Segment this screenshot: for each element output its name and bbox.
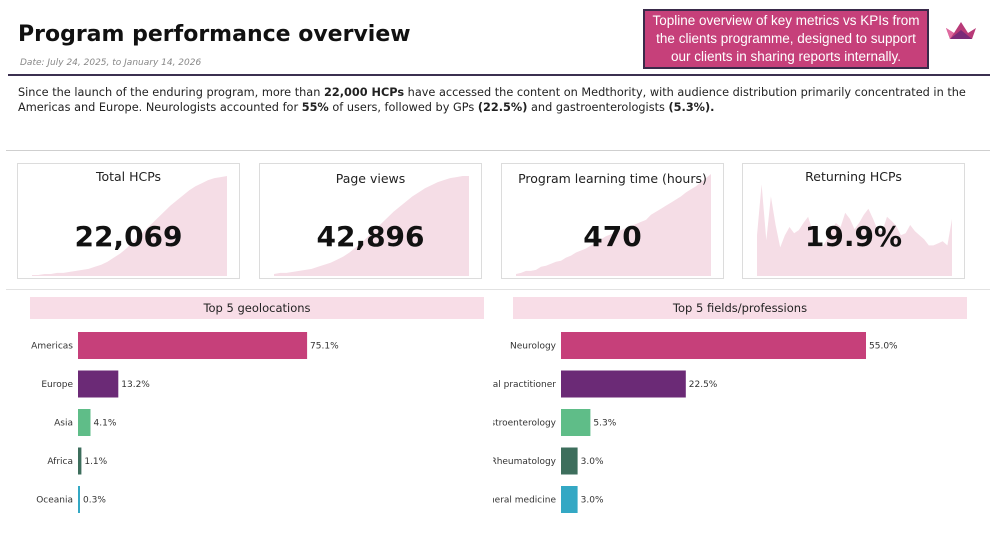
bar — [561, 332, 866, 359]
bar — [561, 370, 686, 398]
value-label: 0.3% — [83, 496, 106, 506]
bar — [561, 447, 578, 475]
crown-logo-icon — [946, 22, 976, 39]
summary-part: have accessed the content on Medthority,… — [18, 86, 966, 114]
category-label: Rheumatology — [493, 457, 557, 467]
summary-paragraph: Since the launch of the enduring program… — [18, 85, 973, 115]
bar — [78, 332, 308, 359]
bar — [78, 409, 91, 436]
sparkline-area — [516, 174, 711, 276]
summary-highlight: 55% — [301, 101, 329, 114]
category-label: Africa — [47, 457, 73, 467]
summary-part: and gastroenterologists — [527, 101, 669, 114]
section-divider — [6, 150, 990, 151]
bar — [561, 409, 591, 436]
header-divider — [8, 74, 990, 76]
kpi-label: Total HCPs — [95, 169, 162, 184]
value-label: 22.5% — [689, 380, 718, 390]
sparkline-area — [32, 176, 227, 276]
chart-title-geolocations: Top 5 geolocations — [30, 297, 484, 319]
value-label: 75.1% — [310, 342, 339, 352]
summary-part: of users, followed by GPs — [328, 101, 478, 114]
value-label: 1.1% — [84, 457, 107, 467]
kpi-sparkline — [32, 176, 227, 276]
sparkline-area — [757, 184, 952, 276]
bar — [78, 370, 119, 398]
sparkline-area — [274, 176, 469, 276]
category-label: Gastroenterology — [493, 419, 557, 429]
category-label: General practitioner — [493, 380, 556, 390]
category-label: Asia — [54, 419, 73, 429]
bar-chart-professions: Neurology 55.0% General practitioner 22.5% G… — [493, 332, 898, 513]
bar-chart-geolocations: Americas 75.1% Europe 13.2% Asia 4.1% Africa 1.… — [31, 332, 339, 513]
kpi-value: 470 — [583, 220, 642, 253]
bar — [78, 447, 82, 475]
value-label: 55.0% — [869, 342, 898, 352]
kpi-sparkline — [516, 174, 711, 276]
kpi-value: 42,896 — [316, 220, 425, 253]
chart-title-professions: Top 5 fields/professions — [513, 297, 967, 319]
value-label: 4.1% — [94, 419, 117, 429]
callout-note: Topline overview of key metrics vs KPIs … — [643, 9, 929, 69]
summary-highlight: (22.5%) — [477, 101, 528, 114]
category-label: Europe — [41, 380, 73, 390]
category-label: Americas — [31, 342, 73, 352]
report-date-range: Date: July 24, 2025, to January 14, 2026 — [20, 58, 202, 68]
summary-part: Since the launch of the enduring program… — [18, 86, 324, 99]
section-divider — [6, 289, 990, 290]
kpi-card-page-views: Page views 42,896 — [259, 163, 482, 279]
kpi-card-returning-hcps: Returning HCPs 19.9% — [742, 163, 965, 279]
value-label: 3.0% — [581, 457, 604, 467]
kpi-label: Page views — [335, 171, 406, 186]
summary-highlight: 22,000 HCPs — [323, 86, 405, 99]
kpi-value: 22,069 — [74, 220, 183, 253]
value-label: 5.3% — [593, 419, 616, 429]
kpi-label: Returning HCPs — [805, 169, 902, 184]
value-label: 13.2% — [121, 380, 150, 390]
category-label: General medicine — [493, 496, 556, 506]
kpi-label: Program learning time (hours) — [518, 171, 707, 186]
category-label: Oceania — [36, 496, 73, 506]
bar — [78, 486, 80, 513]
kpi-card-learning-time: Program learning time (hours) 470 — [501, 163, 724, 279]
kpi-value: 19.9% — [804, 220, 903, 253]
summary-highlight: (5.3%). — [668, 101, 715, 114]
kpi-sparkline — [757, 184, 952, 276]
page-title: Program performance overview — [18, 22, 411, 47]
kpi-card-total-hcps: Total HCPs 22,069 — [17, 163, 240, 279]
category-label: Neurology — [510, 342, 557, 352]
bar — [561, 486, 578, 513]
kpi-sparkline — [274, 176, 469, 276]
value-label: 3.0% — [581, 496, 604, 506]
